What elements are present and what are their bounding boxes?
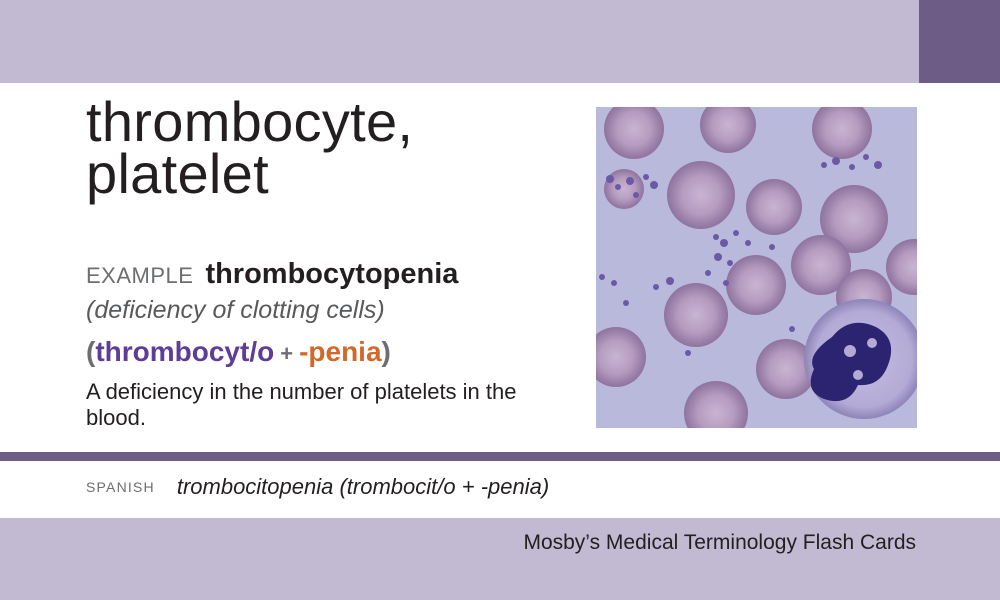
bottom-band bbox=[0, 518, 1000, 600]
parts-open-paren: ( bbox=[86, 336, 96, 367]
divider-rule bbox=[0, 452, 1000, 461]
top-band bbox=[0, 0, 1000, 83]
blood-smear-illustration bbox=[596, 107, 917, 428]
spanish-row: SPANISH trombocitopenia (trombocit/o + -p… bbox=[86, 474, 549, 500]
word-parts: (thrombocyt/o + -penia) bbox=[86, 336, 391, 368]
parts-plus: + bbox=[280, 341, 294, 366]
term-line-1: thrombocyte, bbox=[86, 90, 414, 153]
parts-suffix: -penia bbox=[299, 336, 382, 367]
spanish-term: trombocitopenia (trombocit/o + -penia) bbox=[176, 474, 550, 499]
definition: A deficiency in the number of platelets … bbox=[86, 379, 517, 430]
example-word: thrombocytopenia bbox=[205, 258, 459, 290]
term-line-2: platelet bbox=[86, 142, 269, 205]
example-meaning: (deficiency of clotting cells) bbox=[86, 296, 385, 324]
footer-title: Mosby’s Medical Terminology Flash Cards bbox=[523, 531, 916, 554]
corner-tab bbox=[919, 0, 1000, 83]
term-title: thrombocyte, platelet bbox=[86, 90, 414, 205]
example-label: EXAMPLE bbox=[86, 263, 194, 288]
parts-root: thrombocyt/o bbox=[95, 336, 275, 367]
parts-close-paren: ) bbox=[381, 336, 391, 367]
spanish-label: SPANISH bbox=[86, 479, 155, 495]
blood-smear-image bbox=[596, 107, 917, 428]
example-line: EXAMPLE thrombocytopenia bbox=[86, 258, 458, 291]
